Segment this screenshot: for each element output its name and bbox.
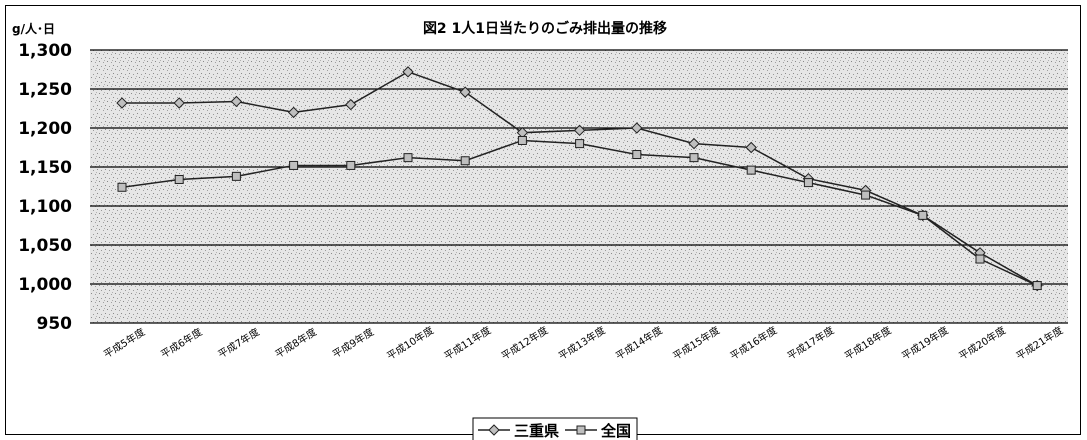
- y-tick-label: 1,050: [18, 236, 72, 256]
- x-tick-label: 平成6年度: [158, 325, 204, 361]
- x-tick-label: 平成7年度: [215, 325, 261, 361]
- x-tick-label: 平成19年度: [899, 324, 951, 363]
- x-axis-ticks: 平成5年度 平成6年度 平成7年度 平成8年度 平成9年度 平成10年度 平成11年度 平成1…: [101, 324, 1065, 363]
- y-tick-label: 950: [37, 314, 73, 334]
- data-point-mie: [116, 97, 128, 109]
- y-tick-label: 1,200: [18, 119, 72, 139]
- y-tick-label: 1,300: [18, 41, 72, 61]
- data-point-zenkoku: [575, 139, 585, 149]
- legend-label-zenkoku: 全国: [600, 422, 631, 440]
- y-unit-label: g/人･日: [12, 21, 55, 36]
- data-point-mie: [688, 137, 700, 150]
- x-tick-label: 平成17年度: [785, 324, 837, 363]
- data-point-zenkoku: [689, 153, 699, 163]
- x-tick-label: 平成11年度: [442, 324, 494, 363]
- data-point-zenkoku: [289, 160, 299, 170]
- data-point-mie: [402, 66, 414, 78]
- data-point-mie: [230, 95, 243, 108]
- data-point-zenkoku: [918, 210, 928, 220]
- data-point-zenkoku: [975, 254, 985, 264]
- data-point-zenkoku: [803, 178, 813, 188]
- x-tick-label: 平成15年度: [670, 324, 722, 363]
- legend-marker-mie: [488, 424, 500, 436]
- chart-title: 図2 1人1日当たりのごみ排出量の推移: [423, 20, 667, 37]
- x-tick-label: 平成18年度: [842, 324, 894, 363]
- data-point-zenkoku: [174, 174, 184, 184]
- x-tick-label: 平成16年度: [728, 324, 780, 363]
- data-point-zenkoku: [231, 171, 241, 181]
- x-tick-label: 平成9年度: [330, 325, 376, 361]
- legend-label-mie: 三重県: [514, 422, 559, 440]
- y-axis-ticks: 950 1,000 1,050 1,100 1,150 1,200 1,250 1,300: [18, 41, 72, 334]
- x-tick-label: 平成10年度: [384, 324, 436, 363]
- x-tick-label: 平成21年度: [1014, 324, 1066, 363]
- data-point-zenkoku: [517, 135, 527, 145]
- y-tick-label: 1,250: [18, 80, 72, 100]
- data-point-zenkoku: [346, 160, 356, 170]
- plot-area: [90, 50, 1068, 323]
- data-point-mie: [173, 97, 185, 109]
- data-point-mie: [459, 86, 471, 98]
- data-point-zenkoku: [117, 182, 127, 192]
- x-tick-label: 平成12年度: [499, 324, 551, 363]
- data-point-zenkoku: [460, 156, 470, 166]
- x-tick-label: 平成5年度: [101, 325, 147, 361]
- legend: 三重県 全国: [472, 417, 638, 440]
- series: [116, 66, 1043, 292]
- data-point-zenkoku: [403, 153, 413, 163]
- x-tick-label: 平成14年度: [613, 324, 665, 363]
- data-point-mie: [287, 106, 300, 119]
- legend-box: [472, 417, 638, 440]
- data-point-zenkoku: [746, 165, 756, 175]
- data-point-mie: [631, 122, 643, 134]
- data-point-zenkoku: [632, 150, 642, 160]
- data-point-mie: [745, 141, 757, 154]
- y-tick-label: 1,100: [18, 197, 72, 217]
- x-tick-label: 平成8年度: [273, 325, 319, 361]
- legend-marker-zenkoku: [576, 425, 586, 435]
- y-tick-label: 1,000: [18, 275, 72, 295]
- data-point-zenkoku: [861, 190, 871, 200]
- y-tick-label: 1,150: [18, 158, 72, 178]
- data-point-mie: [345, 98, 357, 111]
- data-point-mie: [573, 124, 586, 137]
- data-point-zenkoku: [1032, 281, 1042, 291]
- x-tick-label: 平成13年度: [556, 324, 608, 363]
- x-tick-label: 平成20年度: [956, 324, 1008, 363]
